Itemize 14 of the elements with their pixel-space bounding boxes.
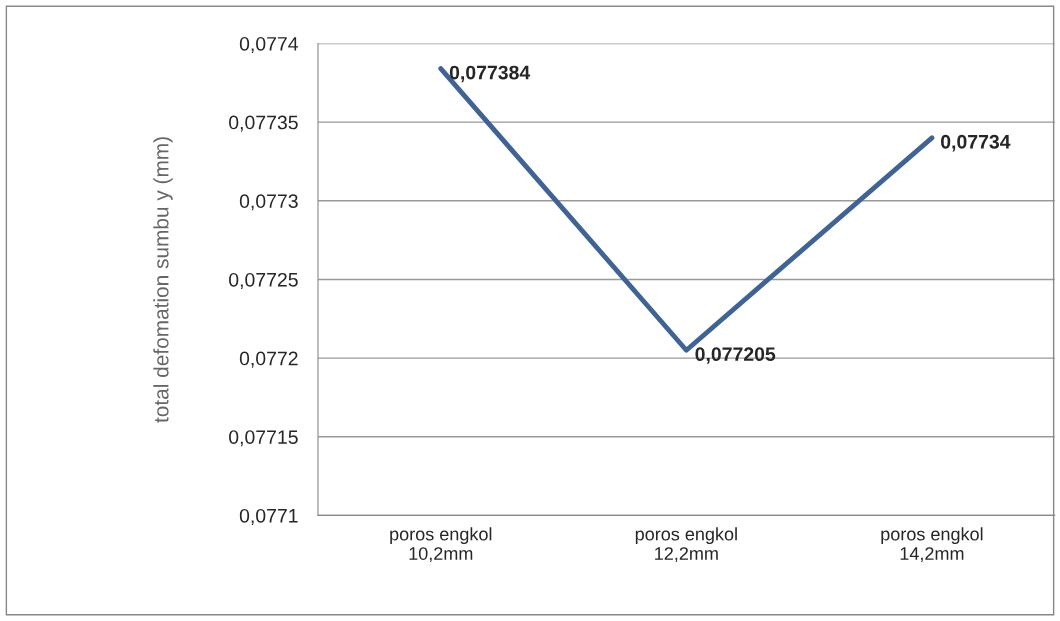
y-tick-label: 0,0771 [239, 508, 298, 525]
data-label: 0,07734 [941, 134, 1011, 152]
x-tick-label: poros engkol 12,2mm [635, 527, 737, 563]
y-tick-label: 0,07725 [229, 272, 298, 289]
y-tick-label: 0,07735 [229, 115, 298, 132]
y-tick-label: 0,0774 [239, 36, 298, 53]
data-label: 0,077384 [449, 65, 531, 83]
data-label: 0,077205 [695, 347, 776, 364]
x-tick-label: poros engkol 10,2mm [390, 527, 492, 563]
y-tick-label: 0,0772 [239, 351, 298, 368]
y-axis-title: total defomation sumbu y (mm) [153, 137, 173, 423]
y-tick-label: 0,0773 [239, 194, 298, 211]
x-tick-label: poros engkol 14,2mm [881, 527, 983, 563]
y-tick-label: 0,07715 [229, 430, 298, 447]
